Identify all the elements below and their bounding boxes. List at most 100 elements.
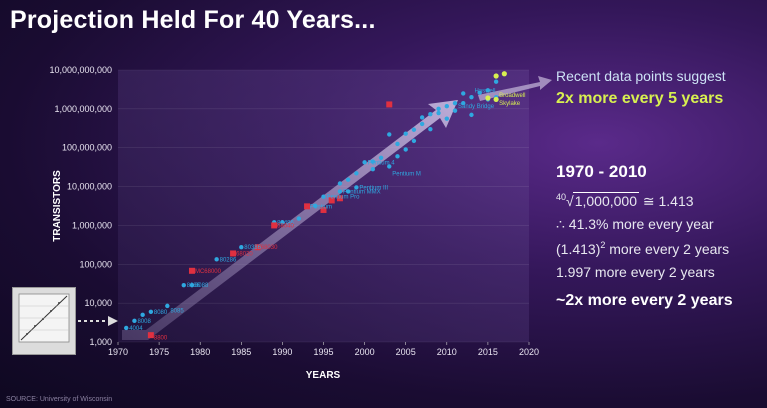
data-point-cyan xyxy=(428,111,433,117)
y-tick-label: 100,000 xyxy=(79,259,112,269)
data-point-cyan xyxy=(461,91,466,96)
x-tick-label: 2005 xyxy=(396,347,416,357)
math-root-line: 40√1,000,000 ≅ 1.413 xyxy=(556,192,761,216)
data-point-cyan xyxy=(132,318,137,324)
point-label: Pentium Pro xyxy=(327,195,361,201)
data-point-cyan xyxy=(124,325,129,331)
data-point-cyan xyxy=(485,88,491,93)
data-point-cyan xyxy=(239,245,244,250)
data-point-cyan xyxy=(370,159,376,164)
point-label: 8080 xyxy=(154,310,168,316)
root-index: 40 xyxy=(556,192,567,202)
data-point-red xyxy=(230,250,237,257)
data-point-red xyxy=(328,197,335,204)
data-point-cyan xyxy=(493,79,499,84)
point-label: 8800 xyxy=(154,336,168,342)
x-axis-ticks: 1970 1975 1980 1985 1990 1995 2000 2005 2010 2015… xyxy=(108,342,539,357)
point-label: 80486 xyxy=(277,220,294,226)
data-point-red xyxy=(304,203,311,210)
data-point-cyan xyxy=(436,106,441,112)
point-label: Broadwell xyxy=(499,93,525,99)
point-label: Pentium III xyxy=(359,185,388,191)
callout-highlight: 2x more every 5 years xyxy=(556,90,724,107)
point-label: 68020 xyxy=(236,251,253,257)
data-point-cyan xyxy=(395,141,400,147)
x-tick-label: 1975 xyxy=(149,347,169,357)
point-label: Pentium M xyxy=(392,171,421,177)
data-point-cyan xyxy=(477,90,482,95)
x-axis-label: YEARS xyxy=(306,370,341,381)
data-point-cyan xyxy=(337,189,343,194)
math-line-3: (1.413)2 more every 2 years xyxy=(556,240,761,264)
x-tick-label: 1995 xyxy=(313,347,333,357)
x-tick-label: 1990 xyxy=(272,347,292,357)
x-tick-label: 2000 xyxy=(355,347,375,357)
point-label: Pentium 4 xyxy=(368,160,396,166)
point-label: 80386 xyxy=(244,245,261,251)
x-tick-label: 1980 xyxy=(190,347,210,357)
math-line-2: ∴ 41.3% more every year xyxy=(556,216,714,232)
data-point-cyan xyxy=(165,303,170,309)
point-label: 4004 xyxy=(129,326,143,332)
y-tick-label: 1,000,000,000 xyxy=(54,104,112,114)
x-tick-label: 1985 xyxy=(231,347,251,357)
y-tick-label: 1,000,000 xyxy=(72,220,112,230)
x-tick-label: 2020 xyxy=(519,347,539,357)
x-tick-label: 2010 xyxy=(437,347,457,357)
page-title: Projection Held For 40 Years... xyxy=(10,6,376,34)
line3-rest: more every 2 years xyxy=(605,241,730,257)
data-point-cyan xyxy=(469,94,474,100)
line3-base: (1.413) xyxy=(556,241,601,257)
point-label: 8008 xyxy=(137,319,151,325)
data-point-cyan xyxy=(436,110,441,116)
y-tick-label: 1,000 xyxy=(89,337,112,347)
data-point-yellow xyxy=(501,71,507,77)
x-tick-label: 1970 xyxy=(108,347,128,357)
data-point-cyan xyxy=(378,155,384,161)
data-point-cyan xyxy=(411,138,417,144)
data-point-cyan xyxy=(140,312,145,318)
line3-exp: 2 xyxy=(600,240,606,250)
data-point-cyan xyxy=(189,282,195,288)
math-panel: 1970 - 2010 40√1,000,000 ≅ 1.413 ∴ 41.3%… xyxy=(556,162,761,310)
data-point-cyan xyxy=(370,166,376,172)
data-point-cyan xyxy=(411,127,417,132)
data-point-yellow xyxy=(485,95,491,101)
data-point-cyan xyxy=(403,147,408,152)
point-label: Sandy Bridge xyxy=(458,104,495,110)
point-label: Skylake xyxy=(499,101,521,107)
data-point-cyan xyxy=(469,112,474,118)
point-label: 8086 xyxy=(187,283,201,289)
data-point-red xyxy=(320,206,327,213)
data-point-yellow xyxy=(493,96,499,103)
data-point-cyan xyxy=(280,220,285,225)
callout-text: Recent data points suggest xyxy=(556,68,726,84)
data-point-cyan xyxy=(296,216,302,221)
dotted-pointer xyxy=(78,316,118,326)
data-point-cyan xyxy=(419,115,425,120)
data-point-cyan xyxy=(444,104,449,109)
data-point-cyan xyxy=(181,282,186,288)
data-point-cyan xyxy=(452,108,458,113)
data-point-cyan xyxy=(354,185,359,190)
data-point-cyan xyxy=(148,309,154,314)
thumbnail-chart-image xyxy=(12,287,76,355)
point-label: 68040 xyxy=(277,223,294,229)
x-tick-label: 2015 xyxy=(478,347,498,357)
y-tick-label: 10,000,000,000 xyxy=(49,65,112,75)
y-tick-label: 10,000 xyxy=(84,298,112,308)
radical-sign: √ xyxy=(566,193,574,209)
data-point-cyan xyxy=(313,203,318,208)
point-label: Pentium xyxy=(310,204,332,210)
root-radicand: 1,000,000 xyxy=(572,192,639,209)
data-point-red xyxy=(188,267,195,274)
data-point-cyan xyxy=(419,121,425,127)
data-point-cyan xyxy=(345,189,351,194)
data-point-cyan xyxy=(428,126,433,132)
source-note: SOURCE: University of Wisconsin xyxy=(6,396,113,403)
data-point-cyan xyxy=(362,160,367,165)
data-point-cyan xyxy=(214,257,219,262)
data-point-cyan xyxy=(403,131,408,136)
projection-arrow xyxy=(478,76,552,101)
data-point-red xyxy=(386,101,393,108)
